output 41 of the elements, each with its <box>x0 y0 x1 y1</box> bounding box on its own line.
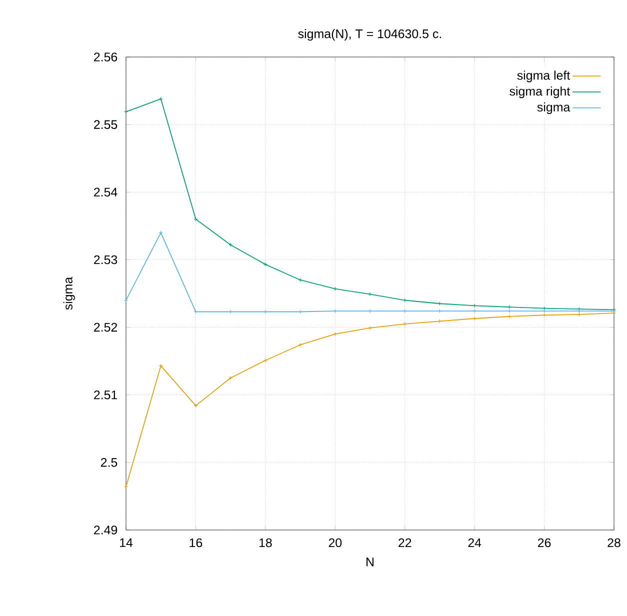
x-tick-label: 24 <box>468 538 482 548</box>
chart-title: sigma(N), T = 104630.5 c. <box>298 29 442 41</box>
point <box>368 308 372 314</box>
x-tick-label: 20 <box>328 538 342 548</box>
x-tick-label: 26 <box>538 538 551 548</box>
point <box>577 312 582 317</box>
y-tick-label: 2.54 <box>94 188 118 197</box>
y-tick-label: 2.5 <box>100 458 118 467</box>
point <box>263 262 268 267</box>
x-tick-label: 16 <box>190 538 202 548</box>
x-axis-title: N <box>366 558 374 566</box>
y-tick-label: 2.56 <box>94 52 118 62</box>
x-tick-label: 14 <box>120 538 133 547</box>
y-tick-label: 2.53 <box>94 255 118 264</box>
point <box>438 308 442 314</box>
point <box>507 304 512 310</box>
point <box>298 278 302 282</box>
point <box>542 308 546 314</box>
legend-label: sigma <box>537 102 570 114</box>
y-tick-label: 2.51 <box>94 390 118 400</box>
point <box>333 308 338 314</box>
point <box>507 314 512 319</box>
y-tick-label: 2.49 <box>94 526 118 534</box>
point <box>228 376 233 380</box>
point <box>472 316 477 321</box>
point <box>333 332 338 336</box>
point <box>263 358 268 362</box>
point <box>228 242 233 247</box>
point <box>368 292 372 296</box>
y-tick-label: 2.52 <box>94 322 118 332</box>
point <box>368 326 372 330</box>
x-tick-label: 18 <box>259 538 272 548</box>
legend-label: sigma right <box>510 86 570 98</box>
point <box>507 308 512 314</box>
point <box>472 308 477 314</box>
point <box>402 308 407 314</box>
y-axis-title: sigma <box>63 276 75 310</box>
x-tick-label: 22 <box>398 538 412 548</box>
y-tick-label: 2.55 <box>94 120 118 129</box>
legend-label: sigma left <box>517 70 570 82</box>
x-tick-label: 28 <box>608 538 620 548</box>
